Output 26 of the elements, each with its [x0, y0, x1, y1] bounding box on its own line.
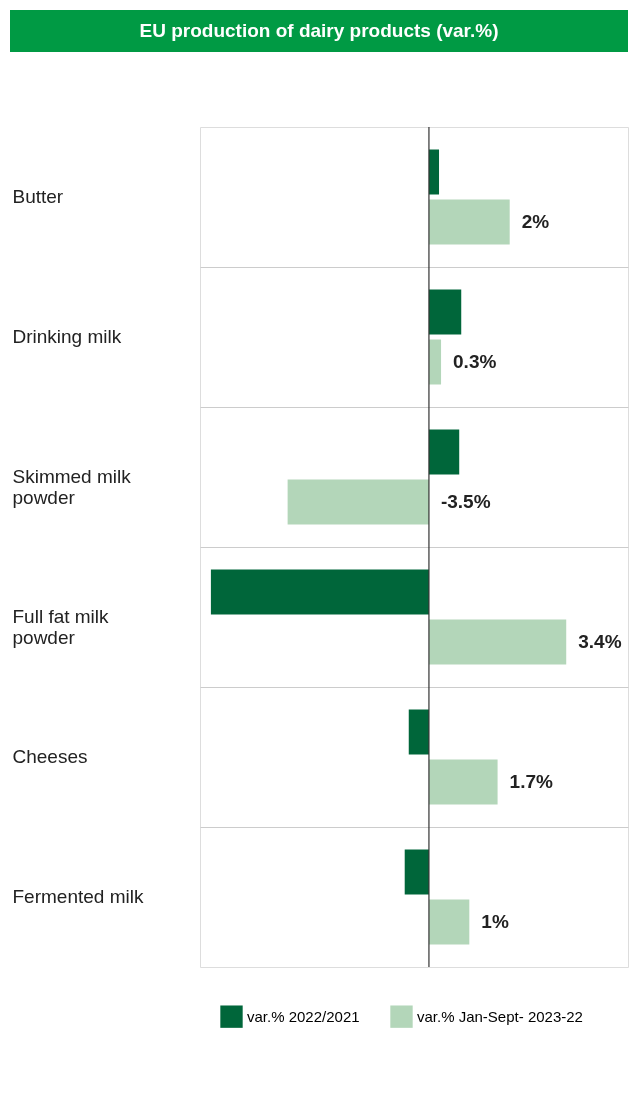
bar — [428, 199, 510, 245]
bar — [428, 619, 567, 665]
data-label: 1.7% — [509, 771, 553, 792]
bar — [287, 479, 429, 525]
y-tick-label: Drinking milk — [12, 326, 122, 347]
y-tick-label: Butter — [12, 186, 64, 207]
y-tick-label: Fermented milk — [12, 886, 144, 907]
chart-title: EU production of dairy products (var.%) — [139, 20, 499, 41]
bar — [428, 289, 462, 335]
y-tick-label: Skimmed milk powder — [12, 466, 132, 508]
bar — [210, 569, 429, 615]
data-label: 1% — [481, 911, 509, 932]
bar — [404, 849, 429, 895]
y-tick-label: Cheeses — [12, 746, 88, 767]
bar — [428, 899, 470, 945]
data-label: 2% — [521, 211, 550, 232]
data-label: -3.5% — [440, 491, 491, 512]
data-label: 3.4% — [578, 631, 622, 652]
bar — [408, 709, 429, 755]
bar — [428, 759, 498, 805]
y-tick-label: Full fat milk powder — [12, 606, 110, 648]
bar — [428, 339, 442, 385]
legend-label: var.% Jan-Sept- 2023-22 — [417, 1007, 583, 1025]
bar — [428, 429, 460, 475]
data-label: 0.3% — [453, 351, 497, 372]
legend-label: var.% 2022/2021 — [247, 1007, 360, 1025]
